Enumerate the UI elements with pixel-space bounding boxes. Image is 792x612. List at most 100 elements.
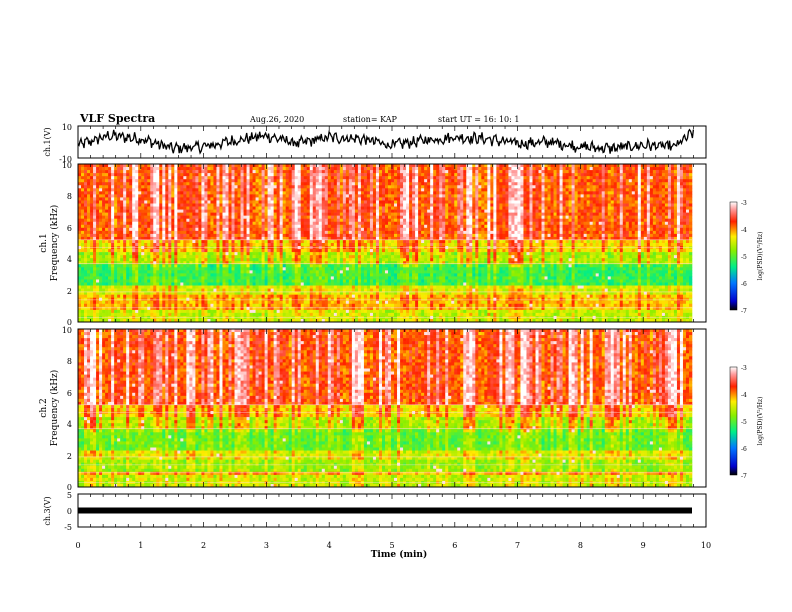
spectrogram-cell — [517, 185, 521, 189]
spectrogram-cell — [306, 167, 311, 171]
spectrogram-cell — [366, 173, 371, 177]
spectrogram-cell — [652, 221, 657, 226]
spectrogram-cell — [406, 206, 410, 210]
spectrogram-cell — [336, 203, 341, 207]
spectrogram-cell — [385, 218, 389, 223]
spectrogram-cell — [478, 227, 482, 232]
spectrogram-cell — [676, 230, 681, 235]
spectrogram-cell — [616, 191, 621, 195]
spectrogram-cell — [267, 197, 271, 201]
spectrogram-cell — [481, 194, 485, 198]
spectrogram-cell — [430, 218, 434, 223]
spectrogram-cell — [430, 200, 434, 204]
spectrogram-cell — [240, 218, 244, 223]
spectrogram-cell — [601, 194, 606, 198]
spectrogram-cell — [381, 173, 386, 177]
spectrogram-cell — [120, 224, 124, 229]
spectrogram-cell — [333, 221, 338, 226]
spectrogram-cell — [216, 230, 220, 235]
spectrogram-cell — [234, 194, 238, 198]
spectrogram-cell — [592, 164, 596, 168]
spectrogram-cell — [430, 188, 434, 192]
spectrogram-cell — [219, 197, 223, 201]
spectrogram-cell — [144, 206, 148, 210]
spectrogram-cell — [388, 170, 392, 174]
spectrogram-cell — [421, 194, 425, 198]
spectrogram-cell — [156, 188, 160, 192]
spectrogram-cell — [487, 197, 491, 201]
spectrogram-cell — [135, 182, 139, 186]
spectrogram-cell — [219, 176, 223, 180]
spectrogram-cell — [228, 170, 232, 174]
spectrogram-cell — [150, 200, 154, 204]
spectrogram-cell — [628, 221, 633, 226]
spectrogram-cell — [102, 230, 106, 235]
spectrogram-cell — [586, 221, 590, 226]
spectrogram-cell — [469, 218, 473, 223]
spectrogram-cell — [123, 224, 127, 229]
spectrogram-cell — [177, 206, 181, 210]
spectrogram-cell — [634, 221, 639, 226]
spectrogram-cell — [309, 209, 314, 213]
spectrogram-cell — [237, 212, 241, 216]
spectrogram-cell — [135, 188, 139, 192]
spectrogram-cell — [321, 233, 326, 238]
spectrogram-cell — [592, 221, 596, 226]
spectrogram-cell — [448, 188, 452, 192]
spectrogram-cell — [240, 170, 244, 174]
spectrogram-cell — [550, 206, 554, 210]
spectrogram-cell — [436, 209, 440, 213]
spectrogram-cell — [246, 164, 250, 168]
spectrogram-cell — [643, 197, 648, 201]
spectrogram-cell — [520, 233, 524, 238]
spectrogram-cell — [123, 206, 127, 210]
spectrogram-cell — [333, 191, 338, 195]
spectrogram-cell — [391, 224, 395, 229]
spectrogram-cell — [258, 215, 262, 219]
spectrogram-cell — [372, 203, 377, 207]
spectrogram-cell — [631, 206, 636, 210]
spectrogram-cell — [90, 176, 94, 180]
spectrogram-cell — [312, 200, 317, 204]
spectrogram-cell — [511, 194, 515, 198]
spectrogram-cell — [472, 206, 476, 210]
spectrogram-cell — [487, 191, 491, 195]
spectrogram-cell — [366, 227, 371, 232]
spectrogram-cell — [385, 173, 389, 177]
spectrogram-cell — [198, 221, 202, 226]
spectrogram-cell — [577, 185, 581, 189]
spectrogram-cell — [261, 209, 265, 213]
spectrogram-cell — [306, 230, 311, 235]
spectrogram-cell — [592, 188, 596, 192]
spectrogram-cell — [682, 194, 687, 198]
spectrogram-cell — [508, 215, 512, 219]
spectrogram-cell — [655, 212, 660, 216]
spectrogram-cell — [252, 185, 256, 189]
spectrogram-cell — [391, 206, 395, 210]
spectrogram-cell — [505, 215, 509, 219]
spectrogram-cell — [102, 197, 106, 201]
spectrogram-cell — [312, 167, 317, 171]
spectrogram-cell — [412, 164, 416, 168]
spectrogram-cell — [637, 212, 642, 216]
spectrogram-cell — [631, 170, 636, 174]
spectrogram-cell — [451, 227, 455, 232]
spectrogram-cell — [601, 176, 606, 180]
spectrogram-cell — [138, 197, 142, 201]
spectrogram-cell — [595, 176, 599, 180]
spectrogram-cell — [123, 167, 127, 171]
spectrogram-cell — [93, 209, 97, 213]
spectrogram-cell — [306, 212, 311, 216]
spectrogram-cell — [333, 224, 338, 229]
spectrogram-cell — [661, 188, 666, 192]
spectrogram-cell — [246, 209, 250, 213]
spectrogram-cell — [174, 227, 178, 232]
spectrogram-cell — [619, 203, 624, 207]
spectrogram-cell — [415, 188, 419, 192]
spectrogram-cell — [87, 170, 91, 174]
spectrogram-cell — [234, 200, 238, 204]
spectrogram-cell — [234, 224, 238, 229]
spectrogram-cell — [424, 218, 428, 223]
spectrogram-cell — [391, 230, 395, 235]
spectrogram-cell — [114, 194, 118, 198]
